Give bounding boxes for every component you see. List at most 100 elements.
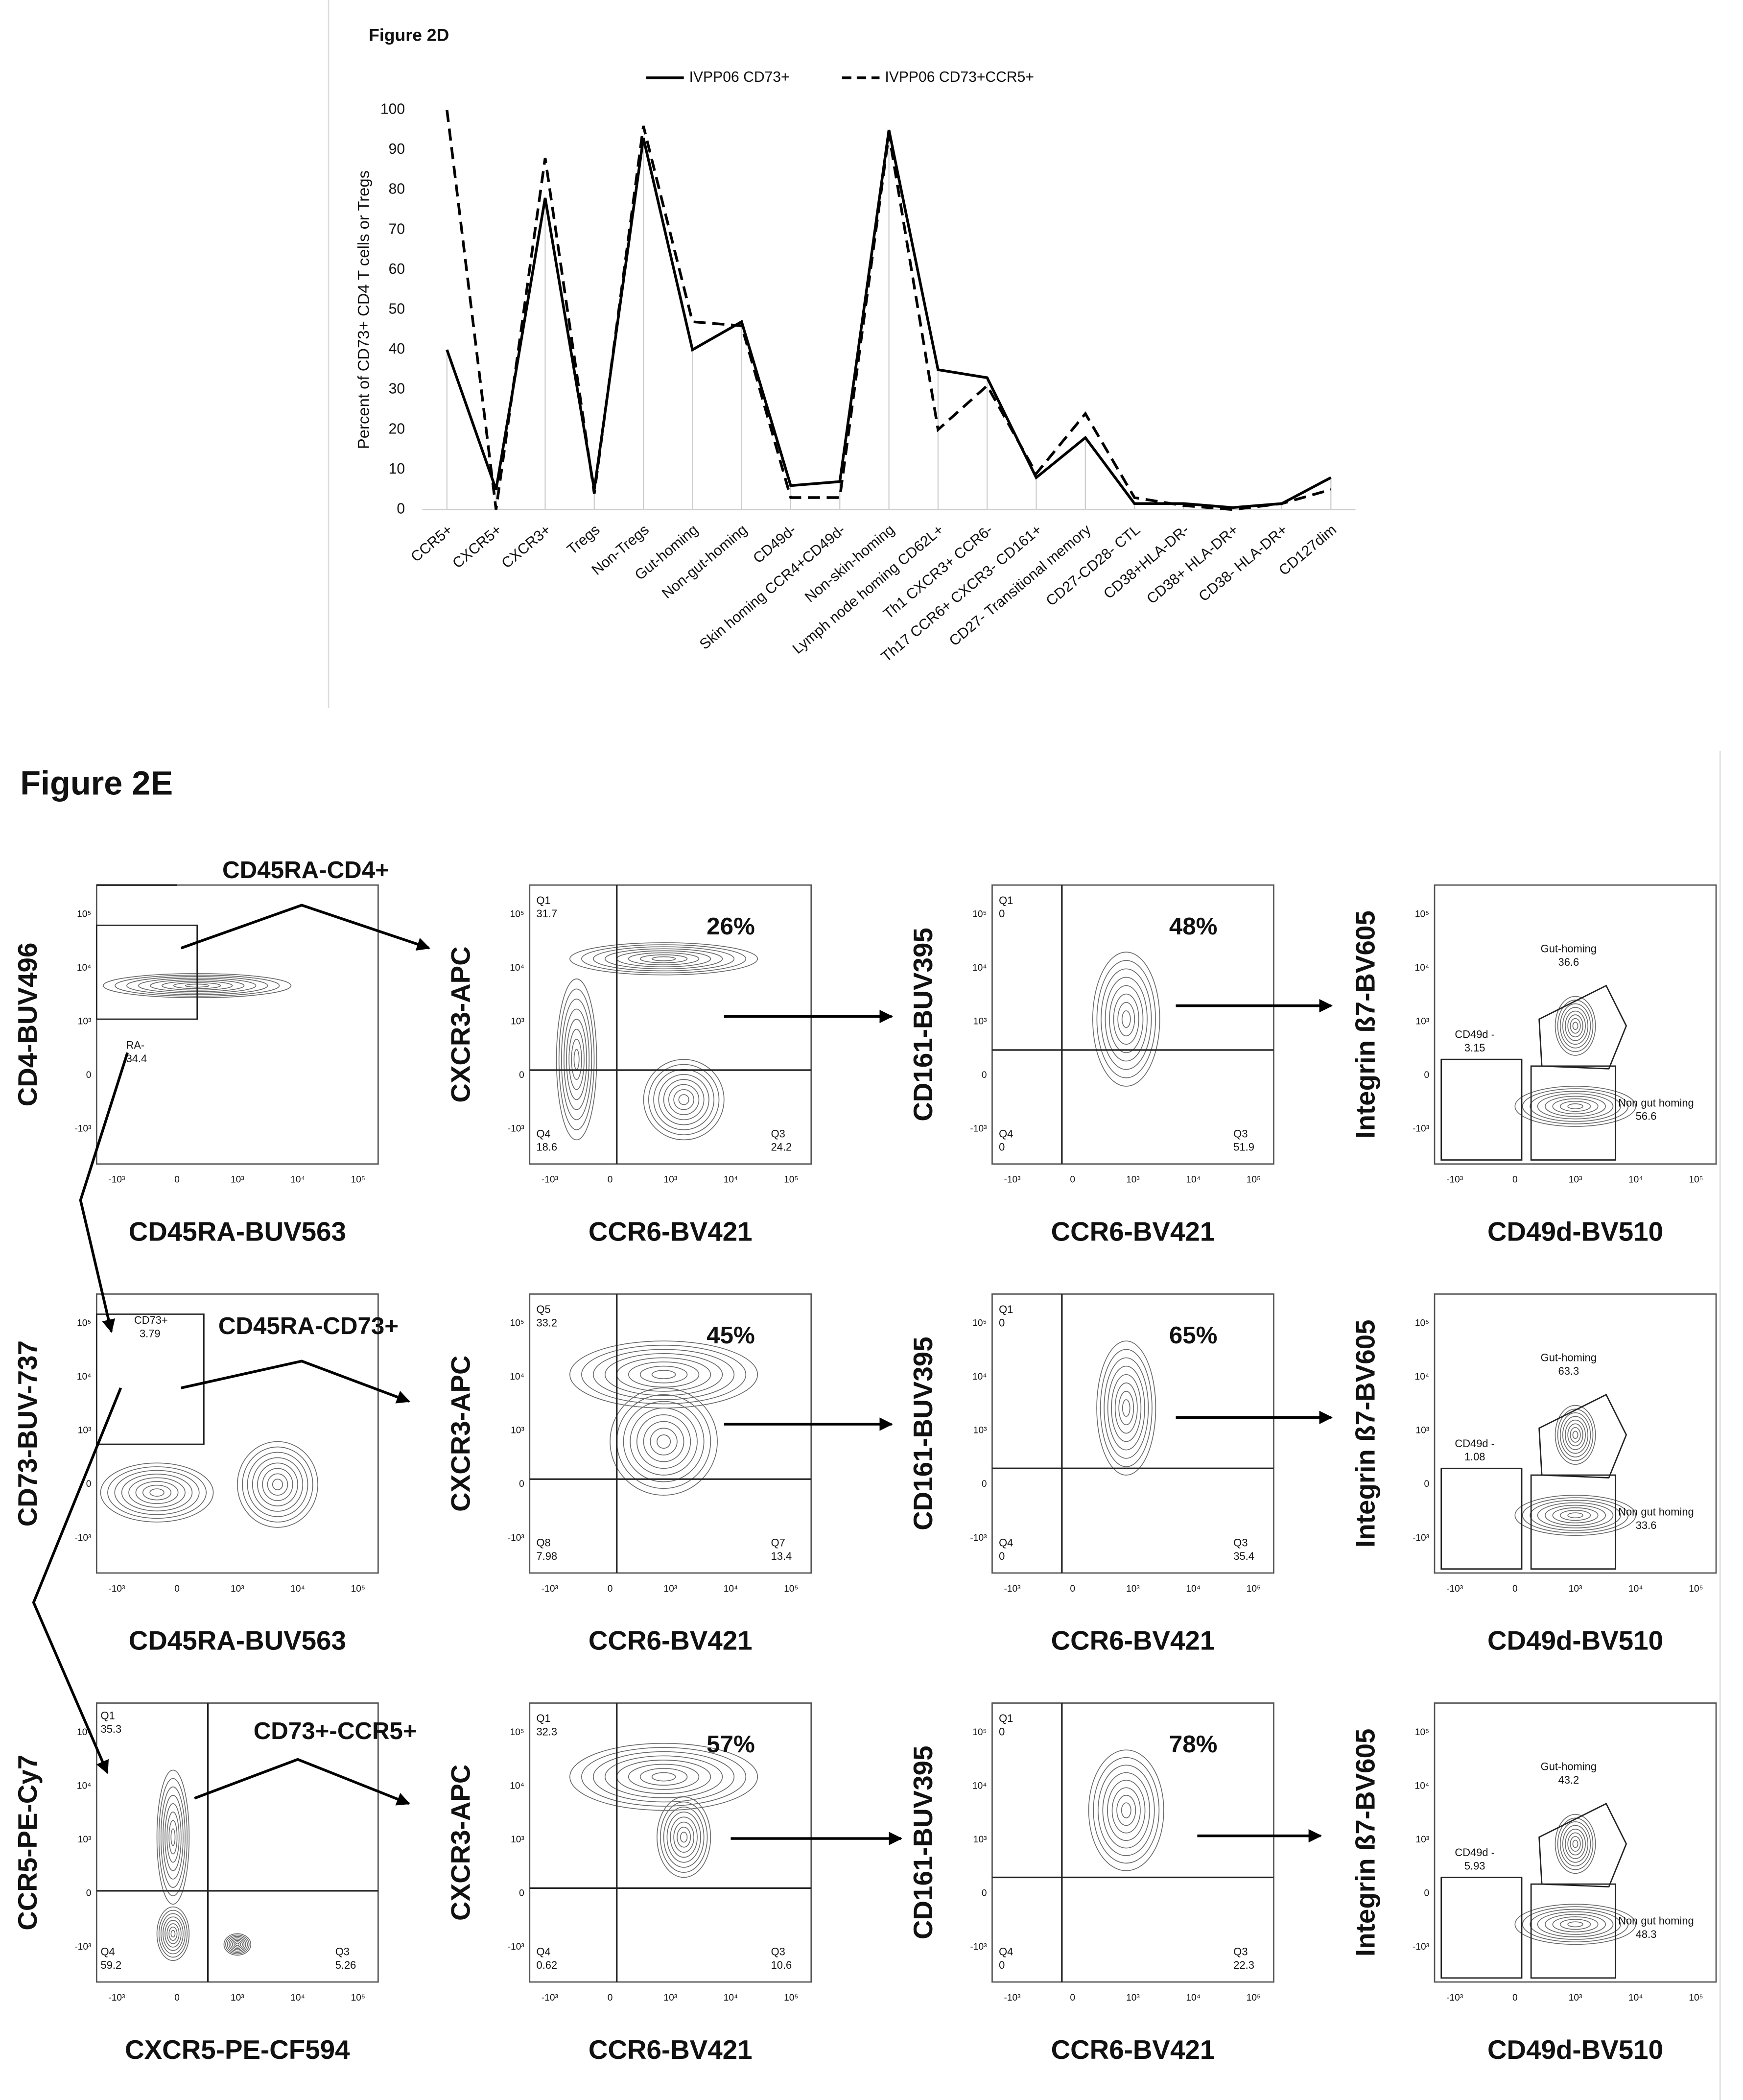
contour [242, 1446, 313, 1523]
x-tick-label: -10³ [1004, 1993, 1020, 2003]
plot-frame [1434, 884, 1717, 1165]
y-tick-label: 10⁴ [77, 963, 92, 973]
contour [1545, 1504, 1606, 1526]
contour [1557, 1817, 1594, 1870]
x-axis-label: CCR6-BV421 [589, 1625, 753, 1656]
y-tick-label: 70 [389, 221, 405, 237]
y-tick-label: 40 [389, 341, 405, 357]
x-tick-label: 10⁴ [1628, 1584, 1643, 1594]
x-tick-label: -10³ [542, 1993, 558, 2003]
y-tick-label: -10³ [508, 1124, 524, 1134]
contour [1514, 1495, 1636, 1536]
contour [1530, 1091, 1621, 1122]
y-tick-label: 10³ [973, 1426, 987, 1436]
gate-text: 3.15 [1464, 1042, 1485, 1054]
contour [677, 1826, 691, 1848]
flow-panel: 10⁵ 10⁴ 10³ 0 -10³ -10³ 0 10³ 10⁴ 10⁵ CD4-BUV496 CD… [12, 884, 379, 1247]
contour [604, 1755, 723, 1798]
contour [571, 1039, 582, 1080]
contour [1567, 1921, 1583, 1928]
flow-panel: 10⁵ 10⁴ 10³ 0 -10³ -10³ 0 10³ 10⁴ 10⁵ Integrin ß7-… [1350, 1702, 1717, 2065]
y-tick-label: -10³ [74, 1124, 91, 1134]
gate-text: 51.9 [1233, 1141, 1254, 1153]
contour [1117, 1002, 1135, 1037]
y-tick-label: 10⁴ [77, 1372, 92, 1382]
x-tick-label: -10³ [1446, 1584, 1463, 1594]
contour [234, 1941, 241, 1948]
y-tick-label: 10³ [973, 1017, 987, 1027]
plot-frame [1434, 1702, 1717, 1983]
contour [1100, 1349, 1153, 1467]
contour [168, 1926, 178, 1941]
y-tick-label: 10³ [511, 1426, 524, 1436]
contour [1572, 1431, 1578, 1439]
y-tick-label: -10³ [74, 1942, 91, 1952]
contour [628, 1764, 700, 1790]
contour [158, 1909, 188, 1958]
x-tick-label: -10³ [108, 1584, 125, 1594]
gate-text: Q4 [101, 1946, 115, 1958]
flow-panel: 10⁵ 10⁴ 10³ 0 -10³ -10³ 0 10³ 10⁴ 10⁵ CD73-BUV-737… [12, 1293, 379, 1656]
arrow [194, 1758, 410, 1806]
x-tick-label: 10³ [1569, 1993, 1582, 2003]
contour [1559, 1100, 1591, 1112]
x-tick-label: 0 [608, 1993, 613, 2003]
contour [1514, 1904, 1636, 1945]
contour [678, 1094, 689, 1105]
gate [1530, 1474, 1617, 1570]
contour [170, 1930, 176, 1938]
x-tick-label: 10³ [1126, 1175, 1140, 1185]
x-tick-label: CXCR5+ [449, 522, 505, 572]
contour [1562, 1007, 1589, 1045]
x-tick-label: 10⁵ [351, 1175, 365, 1185]
x-tick-label: 10³ [663, 1584, 677, 1594]
contour [1562, 1825, 1589, 1863]
y-tick-label: 0 [519, 1479, 524, 1489]
contour [569, 942, 758, 976]
gate-text: Q7 [771, 1536, 785, 1549]
contour [163, 1794, 184, 1880]
contour [1565, 1419, 1586, 1450]
contour [1545, 1096, 1606, 1117]
gate-text: 1.08 [1464, 1451, 1485, 1463]
y-tick-label: 10³ [78, 1017, 92, 1027]
y-tick-label: 0 [982, 1070, 987, 1080]
gate-text: Q1 [999, 894, 1013, 907]
y-tick-label: 10⁴ [972, 1372, 987, 1382]
contour [1545, 1913, 1606, 1935]
contour [630, 1408, 698, 1476]
x-tick-label: 0 [174, 1175, 180, 1185]
contour [1109, 985, 1144, 1053]
y-tick-label: 60 [389, 261, 405, 277]
contour [1557, 1408, 1594, 1461]
y-tick-label: 10³ [1415, 1835, 1429, 1845]
x-tick-label: 0 [1512, 1993, 1518, 2003]
gate-percent: 45% [707, 1322, 755, 1349]
y-axis-label: CD161-BUV395 [908, 928, 938, 1122]
y-tick-label: 10⁴ [510, 1781, 524, 1791]
flow-panel: 10⁵ 10⁴ 10³ 0 -10³ -10³ 0 10³ 10⁴ 10⁵ CD161-BUV395… [908, 1293, 1274, 1656]
chart-title: Figure 2D [369, 25, 449, 45]
contour [636, 1414, 691, 1469]
y-tick-label: 10⁵ [1415, 1318, 1429, 1329]
contour [142, 1484, 172, 1501]
gate-text: 0 [999, 1316, 1005, 1329]
contour [658, 1074, 709, 1125]
contour [1530, 1500, 1621, 1531]
arrow [32, 1387, 122, 1774]
x-tick-label: 10⁴ [290, 1175, 305, 1185]
plot-frame [95, 884, 379, 1165]
contour [1122, 1399, 1131, 1417]
x-tick-label: 10⁴ [724, 1584, 738, 1594]
gate-text: Q1 [999, 1303, 1013, 1315]
plot-frame [1434, 1293, 1717, 1574]
contour [1567, 1423, 1583, 1447]
x-tick-label: 10⁴ [1186, 1175, 1201, 1185]
y-tick-label: 0 [982, 1479, 987, 1489]
x-tick-label: 10³ [231, 1175, 244, 1185]
x-tick-label: 10⁵ [784, 1175, 798, 1185]
contour [232, 1940, 243, 1949]
gate [1440, 1877, 1523, 1979]
